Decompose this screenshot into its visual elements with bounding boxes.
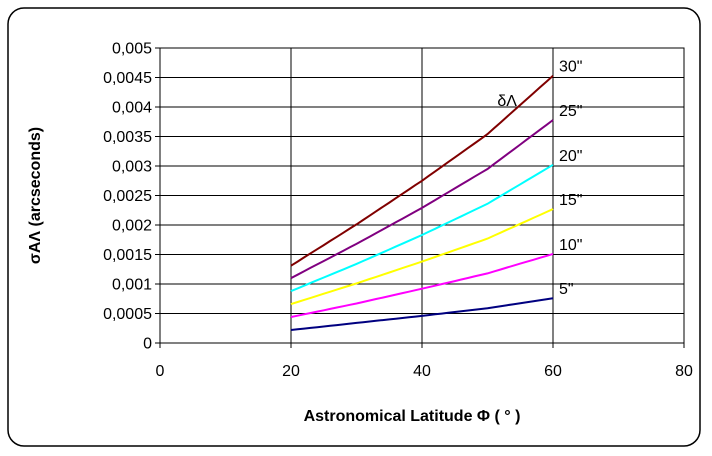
y-tick-label: 0,0045 (103, 70, 152, 87)
y-tick-label: 0,005 (112, 41, 152, 58)
y-axis-title: σAΛ (arcseconds) (27, 127, 44, 264)
x-tick-label: 0 (156, 363, 165, 380)
y-tick-label: 0,0025 (103, 188, 152, 205)
series-line (290, 74, 554, 267)
series-label: 30" (559, 59, 582, 76)
y-tick-label: 0,0015 (103, 247, 152, 264)
y-tick-label: 0,002 (112, 218, 152, 235)
x-tick-label: 60 (544, 363, 562, 380)
series-label: 25" (559, 103, 582, 120)
series-lines (290, 74, 554, 331)
x-tick-label: 20 (282, 363, 300, 380)
x-axis: 0 20 40 60 80 (156, 343, 693, 380)
y-tick-label: 0,001 (112, 277, 152, 294)
x-axis-title: Astronomical Latitude Φ ( ° ) (304, 408, 521, 425)
series-label: 20" (559, 148, 582, 165)
y-tick-label: 0,003 (112, 159, 152, 176)
y-axis: 0 0,0005 0,001 0,0015 0,002 0,0025 0,003 0,0035… (103, 41, 160, 353)
series-line (290, 252, 554, 318)
series-line (290, 208, 554, 306)
x-tick-label: 80 (675, 363, 693, 380)
y-tick-label: 0 (143, 336, 152, 353)
series-label: 15" (559, 192, 582, 209)
y-tick-label: 0,0005 (103, 306, 152, 323)
series-label: 5" (559, 281, 574, 298)
series-line (290, 297, 554, 331)
y-tick-label: 0,004 (112, 100, 152, 117)
x-tick-label: 40 (413, 363, 431, 380)
series-line (290, 163, 554, 293)
series-labels: 5" 10" 15" 20" 25" 30" (559, 59, 582, 298)
y-tick-label: 0,0035 (103, 129, 152, 146)
delta-lambda-annotation: δΛ (497, 93, 517, 110)
series-label: 10" (559, 237, 582, 254)
series-line (290, 119, 554, 279)
